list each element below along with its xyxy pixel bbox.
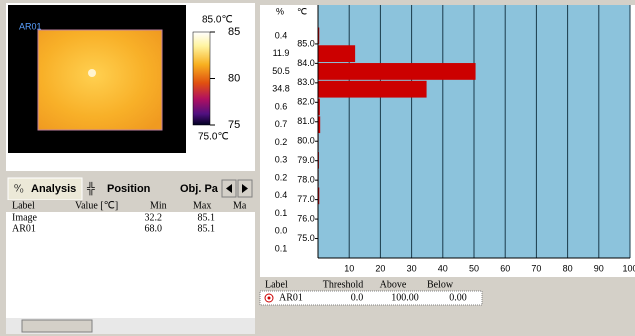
cell: 85.1 bbox=[198, 223, 216, 234]
y-tick-label: 83.0 bbox=[297, 77, 315, 87]
cell: 0.0 bbox=[351, 292, 364, 303]
y-tick-label: 80.0 bbox=[297, 136, 315, 146]
column-header: Above bbox=[380, 279, 407, 290]
x-tick-label: 10 bbox=[344, 263, 354, 273]
x-tick-label: 100 bbox=[622, 263, 635, 273]
x-tick-label: 60 bbox=[500, 263, 510, 273]
value-label: 50.5 bbox=[272, 66, 290, 76]
y-tick-label: 79.0 bbox=[297, 155, 315, 165]
table-header bbox=[6, 200, 255, 212]
column-header: Min bbox=[150, 200, 167, 211]
x-tick-label: 50 bbox=[469, 263, 479, 273]
y-tick-label: 78.0 bbox=[297, 175, 315, 185]
column-header: Below bbox=[427, 279, 454, 290]
y-tick-label: 85.0 bbox=[297, 38, 315, 48]
y-tick-label: 82.0 bbox=[297, 97, 315, 107]
cell: 100.00 bbox=[391, 292, 419, 303]
value-label: 0.0 bbox=[275, 226, 288, 236]
tab-icon: ╬ bbox=[86, 181, 95, 196]
value-label: 0.1 bbox=[275, 208, 288, 218]
x-tick-label: 70 bbox=[531, 263, 541, 273]
column-header: Max bbox=[193, 200, 211, 211]
cell: 85.1 bbox=[198, 212, 216, 223]
value-label: 0.1 bbox=[275, 243, 288, 253]
colorbar-min: 75.0℃ bbox=[198, 132, 229, 143]
tab-icon: ⁰⁄₀ bbox=[14, 184, 24, 195]
value-label: 0.4 bbox=[275, 190, 288, 200]
colorbar-tick-label: 85 bbox=[228, 26, 240, 38]
cell: AR01 bbox=[12, 223, 36, 234]
colorbar bbox=[193, 32, 210, 125]
y-tick-label: 77.0 bbox=[297, 194, 315, 204]
value-label: 0.7 bbox=[275, 119, 288, 129]
app-window: AR01 85.0℃ 75.0℃ 858075 Analysis ⁰⁄₀ ╬ P… bbox=[0, 0, 635, 336]
percent-unit: % bbox=[276, 6, 284, 16]
column-header: Threshold bbox=[323, 279, 364, 290]
x-tick-label: 90 bbox=[594, 263, 604, 273]
roi-icon-dot bbox=[268, 297, 271, 300]
column-header: Ma bbox=[233, 200, 247, 211]
cell: 0.00 bbox=[449, 292, 467, 303]
tab-label[interactable]: Obj. Pa bbox=[180, 183, 219, 195]
y-tick-label: 81.0 bbox=[297, 116, 315, 126]
colorbar-max: 85.0℃ bbox=[202, 15, 233, 26]
cell: Image bbox=[12, 212, 38, 223]
cell: 68.0 bbox=[145, 223, 163, 234]
analysis-table bbox=[6, 200, 255, 318]
y-tick-label: 84.0 bbox=[297, 58, 315, 68]
x-tick-label: 80 bbox=[563, 263, 573, 273]
column-header: Label bbox=[265, 279, 288, 290]
value-label: 0.2 bbox=[275, 172, 288, 182]
temperature-unit: ℃ bbox=[297, 6, 307, 16]
value-label: 34.8 bbox=[272, 84, 290, 94]
bar bbox=[318, 45, 355, 62]
hot-spot bbox=[88, 69, 96, 77]
cell: 32.2 bbox=[145, 212, 163, 223]
colorbar-tick-label: 80 bbox=[228, 72, 240, 84]
value-label: 0.6 bbox=[275, 101, 288, 111]
x-tick-label: 40 bbox=[438, 263, 448, 273]
cell: AR01 bbox=[279, 292, 303, 303]
value-label: 11.9 bbox=[273, 48, 290, 58]
column-header: Value [℃] bbox=[75, 200, 118, 211]
thermal-object bbox=[38, 30, 162, 130]
colorbar-tick-label: 75 bbox=[228, 119, 240, 131]
scroll-thumb[interactable] bbox=[22, 320, 92, 332]
y-tick-label: 75.0 bbox=[297, 233, 315, 243]
roi-label: AR01 bbox=[19, 21, 42, 31]
tab-label[interactable]: Analysis bbox=[31, 183, 76, 195]
tab-label[interactable]: Position bbox=[107, 183, 151, 195]
x-tick-label: 30 bbox=[407, 263, 417, 273]
bar bbox=[318, 63, 476, 80]
x-tick-label: 20 bbox=[375, 263, 385, 273]
value-label: 0.3 bbox=[275, 155, 288, 165]
y-tick-label: 76.0 bbox=[297, 213, 315, 223]
value-label: 0.2 bbox=[275, 137, 288, 147]
value-label: 0.4 bbox=[275, 30, 288, 40]
column-header: Label bbox=[12, 200, 35, 211]
bar bbox=[318, 81, 427, 98]
